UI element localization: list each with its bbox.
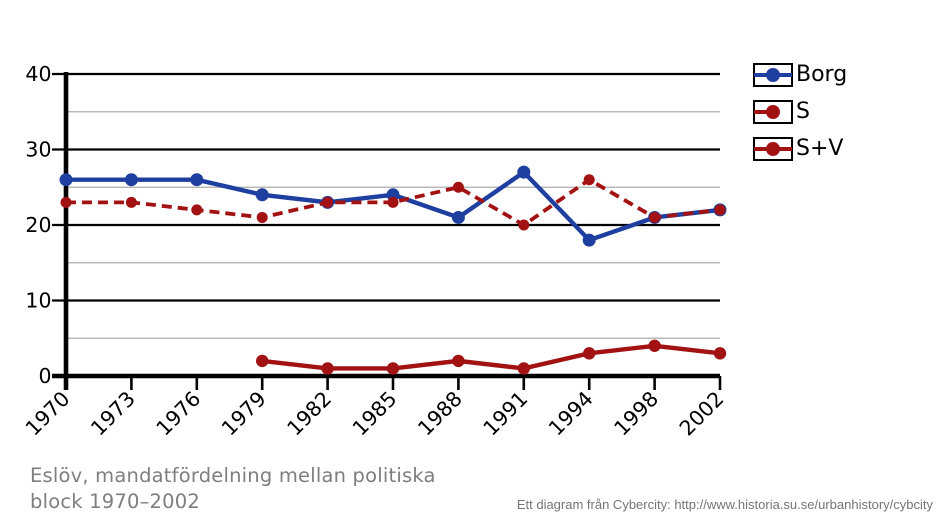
svg-text:30: 30 [25,138,51,162]
svg-text:1991: 1991 [478,387,532,441]
svg-text:1970: 1970 [21,387,75,441]
chart-caption-line2: block 1970–2002 [30,490,200,513]
svg-text:1985: 1985 [348,387,402,441]
svg-text:10: 10 [25,289,51,313]
svg-text:0: 0 [38,364,51,388]
legend-item-s: S [753,100,847,124]
y-axis-labels: 40 30 20 10 0 [25,62,51,388]
legend-label-s-v: S+V [796,136,844,161]
legend-item-s-v: S+V [753,137,847,161]
chart-caption: Eslöv, mandatfördelning mellan politiska… [30,463,436,515]
svg-text:1998: 1998 [609,387,663,441]
svg-text:2002: 2002 [675,387,729,441]
legend-swatch-s [753,100,793,124]
svg-text:40: 40 [25,62,51,86]
attribution-text: Ett diagram från Cybercity: http://www.h… [516,497,933,512]
minor-gridlines [66,111,720,339]
legend-item-borg: Borg [753,63,847,87]
legend-label-s: S [796,99,810,124]
svg-text:1982: 1982 [282,387,336,441]
svg-text:1979: 1979 [217,387,271,441]
svg-text:1994: 1994 [544,387,598,441]
series-s-v [256,339,727,375]
major-gridlines [52,72,720,379]
legend-swatch-s-v [753,137,793,161]
legend: Borg S S+V [753,63,847,174]
series-s [60,174,726,231]
legend-label-borg: Borg [796,62,848,87]
legend-swatch-borg [753,63,793,87]
svg-text:1973: 1973 [86,387,140,441]
svg-text:20: 20 [25,213,51,237]
x-axis-labels: 1970 1973 1976 1979 1982 1985 1988 1991 1994 1998… [21,387,729,441]
svg-text:1976: 1976 [151,387,205,441]
svg-text:1988: 1988 [413,387,467,441]
chart-caption-line1: Eslöv, mandatfördelning mellan politiska [30,464,436,487]
axes [63,72,722,390]
